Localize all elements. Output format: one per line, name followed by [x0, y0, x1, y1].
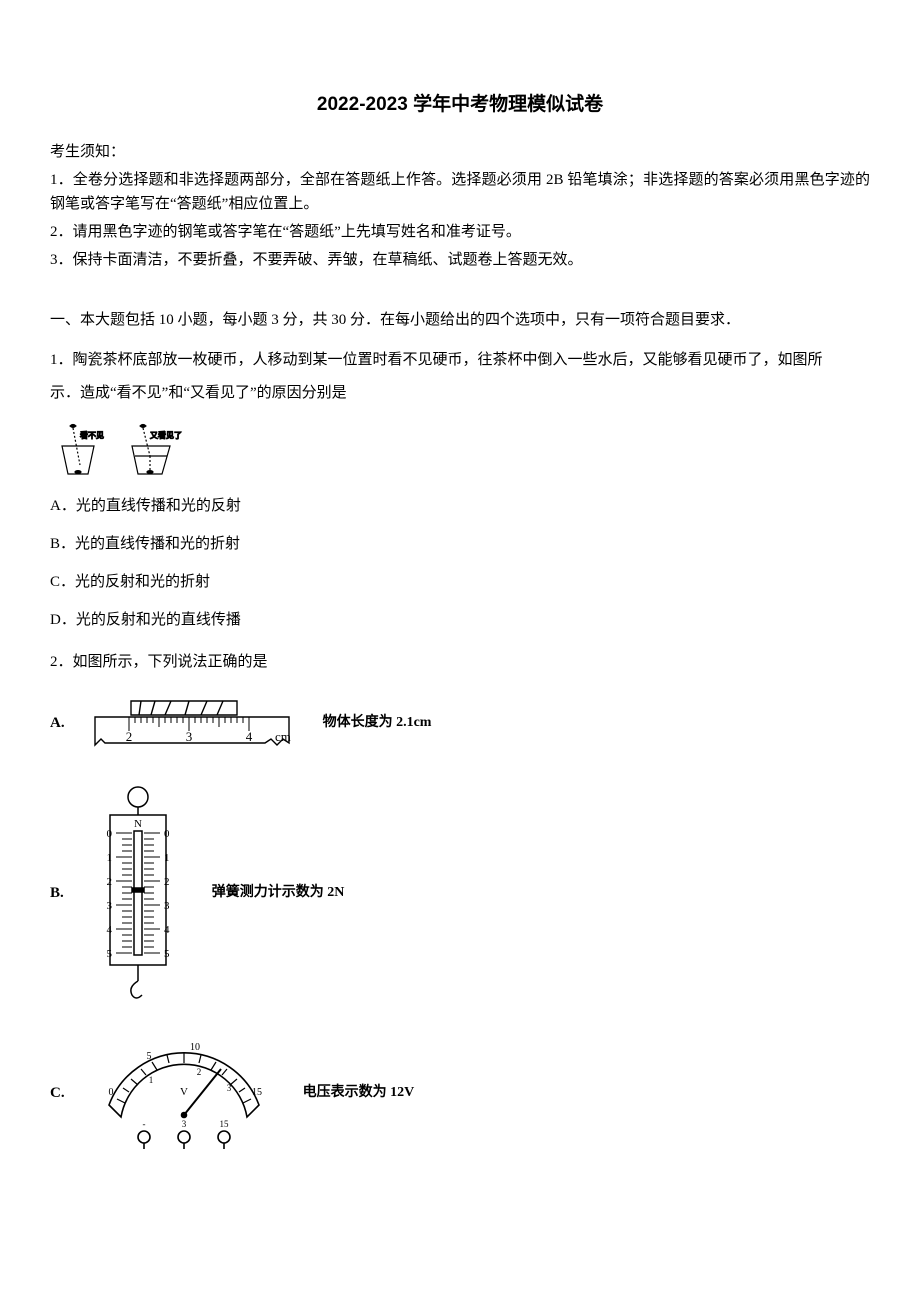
exam-title: 2022-2023 学年中考物理模似试卷 [50, 90, 870, 120]
q2-b-label: B. [50, 881, 64, 905]
svg-text:0: 0 [106, 828, 112, 840]
q1-option-a-text: 光的直线传播和光的反射 [76, 498, 241, 514]
svg-text:N: N [134, 818, 142, 830]
q2-option-a: A. [50, 693, 870, 753]
svg-text:4: 4 [164, 924, 170, 936]
q1-text: 1．陶瓷茶杯底部放一枚硬币，人移动到某一位置时看不见硬币，往茶杯中倒入一些水后，… [50, 344, 870, 410]
q2-a-label: A. [50, 711, 65, 735]
svg-text:2: 2 [164, 876, 170, 888]
svg-text:3: 3 [226, 1083, 231, 1093]
notice-block: 考生须知： 1．全卷分选择题和非选择题两部分，全部在答题纸上作答。选择题必须用 … [50, 140, 870, 272]
svg-text:又看见了: 又看见了 [150, 431, 182, 440]
spring-scale-icon: N [88, 783, 188, 1003]
q1-option-a: A．光的直线传播和光的反射 [50, 494, 870, 518]
svg-text:1: 1 [148, 1075, 153, 1085]
q1-option-d-text: 光的反射和光的直线传播 [76, 612, 241, 628]
q2-option-b: B. N [50, 783, 870, 1003]
svg-text:0: 0 [108, 1087, 113, 1098]
teacup-diagram-icon: 看不见 又看见了 [50, 420, 210, 480]
q2-a-caption: 物体长度为 2.1cm [323, 712, 432, 734]
svg-text:15: 15 [219, 1119, 229, 1129]
svg-text:3: 3 [106, 900, 112, 912]
svg-text:2: 2 [106, 876, 112, 888]
svg-text:5: 5 [164, 948, 170, 960]
q2-stem: 2．如图所示，下列说法正确的是 [50, 646, 870, 679]
q2-c-caption: 电压表示数为 12V [303, 1082, 415, 1104]
svg-text:3: 3 [181, 1119, 186, 1129]
notice-item-3: 3．保持卡面清洁，不要折叠，不要弄破、弄皱，在草稿纸、试题卷上答题无效。 [50, 248, 870, 272]
q1-option-c-text: 光的反射和光的折射 [75, 574, 210, 590]
q1-line1: 1．陶瓷茶杯底部放一枚硬币，人移动到某一位置时看不见硬币，往茶杯中倒入一些水后，… [50, 352, 823, 368]
q1-line2: 示．造成“看不见”和“又看见了”的原因分别是 [50, 385, 347, 401]
q1-option-b-text: 光的直线传播和光的折射 [75, 536, 240, 552]
svg-text:1: 1 [106, 852, 112, 864]
svg-text:看不见: 看不见 [80, 431, 104, 440]
svg-text:3: 3 [164, 900, 170, 912]
q1-figure: 看不见 又看见了 [50, 420, 870, 480]
section-intro: 一、本大题包括 10 小题，每小题 3 分，共 30 分．在每小题给出的四个选项… [50, 308, 870, 332]
question-2: 2．如图所示，下列说法正确的是 A. [50, 646, 870, 1153]
svg-text:3: 3 [185, 729, 192, 744]
q1-option-b: B．光的直线传播和光的折射 [50, 532, 870, 556]
svg-text:10: 10 [190, 1042, 200, 1053]
ruler-icon: 2 3 4 cm [89, 693, 299, 753]
svg-text:15: 15 [252, 1087, 262, 1098]
svg-text:cm: cm [275, 729, 291, 744]
q2-c-label: C. [50, 1081, 65, 1105]
svg-text:-: - [142, 1119, 145, 1129]
svg-text:2: 2 [125, 729, 132, 744]
svg-text:5: 5 [146, 1051, 151, 1062]
q2-option-c: C. [50, 1033, 870, 1153]
voltmeter-icon: 0 5 10 15 1 2 3 V [89, 1033, 279, 1153]
svg-text:0: 0 [164, 828, 170, 840]
svg-text:4: 4 [245, 729, 252, 744]
svg-text:2: 2 [196, 1067, 201, 1077]
svg-text:4: 4 [106, 924, 112, 936]
q1-option-c: C．光的反射和光的折射 [50, 570, 870, 594]
notice-item-2: 2．请用黑色字迹的钢笔或答字笔在“答题纸”上先填写姓名和准考证号。 [50, 220, 870, 244]
svg-text:5: 5 [106, 948, 112, 960]
notice-heading: 考生须知： [50, 140, 870, 164]
question-1: 1．陶瓷茶杯底部放一枚硬币，人移动到某一位置时看不见硬币，往茶杯中倒入一些水后，… [50, 344, 870, 632]
q2-b-caption: 弹簧测力计示数为 2N [212, 882, 345, 904]
svg-text:1: 1 [164, 852, 170, 864]
q1-option-d: D．光的反射和光的直线传播 [50, 608, 870, 632]
svg-text:V: V [180, 1086, 188, 1098]
notice-item-1: 1．全卷分选择题和非选择题两部分，全部在答题纸上作答。选择题必须用 2B 铅笔填… [50, 168, 870, 216]
